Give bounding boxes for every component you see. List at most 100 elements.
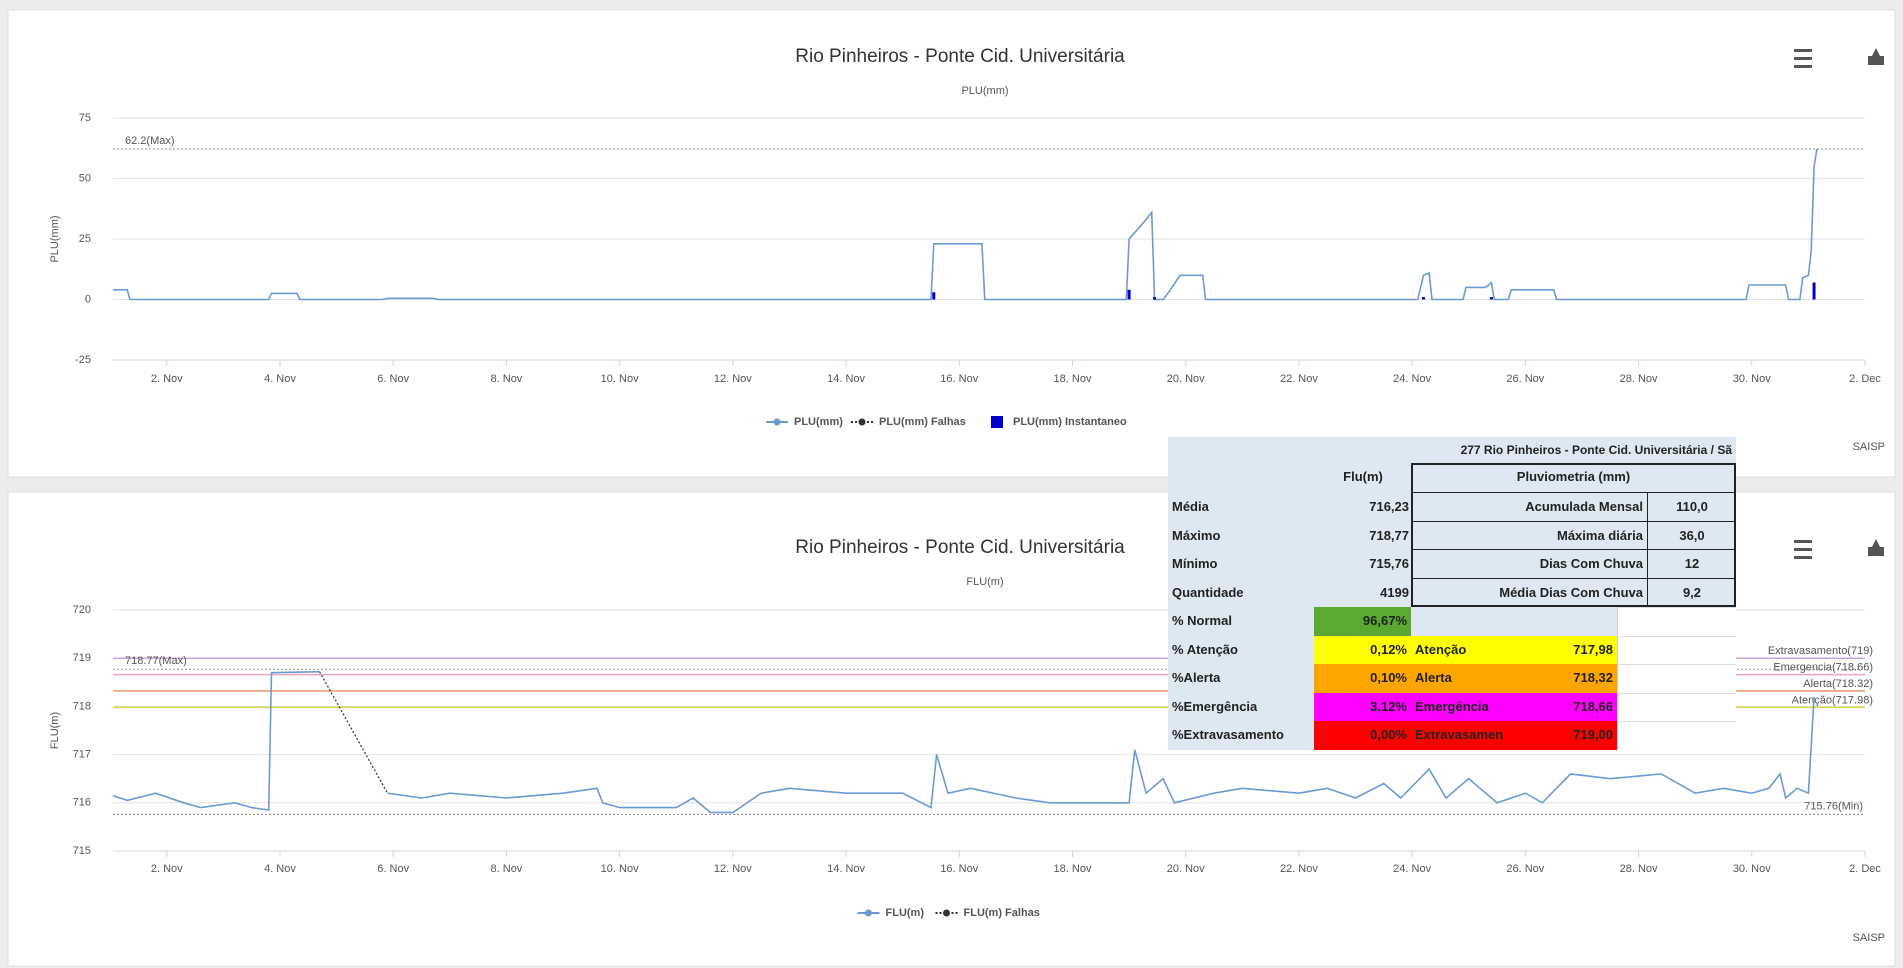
row-label: Quantidade	[1172, 584, 1244, 600]
level-value: 0,00%	[1314, 721, 1411, 750]
credits: SAISP	[1853, 932, 1885, 944]
x-tick-label: 14. Nov	[827, 863, 865, 875]
x-tick-label: 24. Nov	[1393, 863, 1431, 875]
y-axis-label: PLU(mm)	[49, 215, 61, 262]
empty-cell	[1617, 607, 1736, 636]
y-tick-label: 719	[73, 652, 91, 664]
legend-label: FLU(m) Falhas	[964, 907, 1040, 919]
print-icon	[1868, 539, 1884, 556]
x-tick-label: 12. Nov	[714, 373, 752, 385]
pluv-value: 110,0	[1648, 493, 1736, 522]
credits: SAISP	[1853, 441, 1885, 453]
x-tick-label: 2. Nov	[151, 373, 183, 385]
x-tick-label: 22. Nov	[1280, 373, 1318, 385]
chart-subtitle: FLU(m)	[966, 576, 1003, 588]
level-limit: 718,32	[1573, 670, 1613, 685]
pluv-label: Máxima diária	[1411, 521, 1648, 550]
gap-line	[319, 671, 389, 794]
x-tick-label: 20. Nov	[1167, 863, 1205, 875]
legend-marker	[865, 909, 872, 917]
y-tick-label: 716	[73, 797, 91, 809]
level-name: Alerta	[1411, 664, 1617, 693]
series-line	[113, 148, 1818, 301]
pluv-value: 9,2	[1648, 579, 1736, 607]
row-label: Média	[1172, 499, 1209, 514]
legend-marker	[773, 418, 781, 426]
legend-label: FLU(m)	[886, 907, 925, 919]
menu-icon	[1794, 49, 1812, 52]
x-tick-label: 10. Nov	[601, 863, 639, 875]
bar	[932, 292, 936, 300]
y-tick-label: 720	[73, 604, 91, 616]
tooltip-table: 277 Rio Pinheiros - Ponte Cid. Universit…	[1168, 437, 1736, 750]
print-icon	[1868, 48, 1884, 65]
plot-line-label: Alerta(718.32)	[1803, 678, 1873, 690]
x-tick-label: 2. Dec	[1849, 373, 1881, 385]
y-tick-label: 715	[73, 845, 91, 857]
x-tick-label: 18. Nov	[1054, 863, 1092, 875]
table-title: 277 Rio Pinheiros - Ponte Cid. Universit…	[1460, 443, 1732, 457]
menu-icon	[1794, 57, 1812, 60]
bar	[1127, 289, 1131, 300]
x-tick-label: 4. Nov	[264, 373, 296, 385]
x-tick-label: 14. Nov	[827, 373, 865, 385]
plot-line-label: Atenção(717.98)	[1792, 694, 1873, 706]
x-tick-label: 10. Nov	[601, 373, 639, 385]
empty-cell	[1617, 721, 1736, 750]
series-line	[112, 670, 1815, 814]
row-label: % Atenção	[1172, 641, 1238, 657]
x-tick-label: 16. Nov	[940, 373, 978, 385]
x-tick-label: 20. Nov	[1167, 373, 1205, 385]
x-tick-label: 2. Dec	[1849, 863, 1881, 875]
legend-symbol	[991, 416, 1003, 428]
plot-line-label: Extravasamento(719)	[1768, 645, 1873, 657]
x-tick-label: 24. Nov	[1393, 373, 1431, 385]
level-name: Emergência	[1411, 692, 1617, 721]
menu-icon	[1794, 540, 1812, 543]
annotation-label: 718.77(Max)	[125, 655, 187, 667]
legend-marker	[943, 909, 950, 917]
chart-title: Rio Pinheiros - Ponte Cid. Universitária	[795, 46, 1125, 67]
x-tick-label: 2. Nov	[151, 863, 183, 875]
legend-label: PLU(mm) Instantaneo	[1013, 416, 1127, 428]
empty-cell	[1617, 635, 1736, 664]
bar	[1489, 297, 1493, 300]
pluv-label: Média Dias Com Chuva	[1411, 578, 1648, 607]
x-tick-label: 8. Nov	[491, 373, 523, 385]
level-value: 0,10%	[1314, 664, 1411, 693]
row-value: 716,23	[1369, 499, 1409, 514]
row-label: %Alerta	[1172, 670, 1221, 685]
empty-cell	[1617, 664, 1736, 693]
row-label: %Extravasamento	[1172, 727, 1284, 742]
chart-title: Rio Pinheiros - Ponte Cid. Universitária	[795, 537, 1125, 558]
x-tick-label: 8. Nov	[491, 863, 523, 875]
x-tick-label: 4. Nov	[264, 863, 296, 875]
level-value: 3,12%	[1314, 692, 1411, 721]
y-tick-label: 25	[79, 233, 91, 245]
y-axis-label: FLU(m)	[49, 712, 61, 749]
x-tick-label: 6. Nov	[377, 863, 409, 875]
y-tick-label: 75	[79, 112, 91, 124]
x-tick-label: 6. Nov	[377, 373, 409, 385]
chart-subtitle: PLU(mm)	[961, 85, 1008, 97]
x-tick-label: 18. Nov	[1054, 373, 1092, 385]
row-label: Máximo	[1172, 527, 1221, 543]
legend-label: PLU(mm)	[794, 416, 843, 428]
x-tick-label: 30. Nov	[1733, 373, 1771, 385]
x-tick-label: 22. Nov	[1280, 863, 1318, 875]
x-tick-label: 28. Nov	[1620, 863, 1658, 875]
row-label: % Normal	[1172, 613, 1232, 628]
x-tick-label: 28. Nov	[1620, 373, 1658, 385]
row-value: 4199	[1380, 584, 1409, 600]
y-tick-label: 718	[73, 700, 91, 712]
legend-marker	[858, 418, 866, 426]
empty-cell	[1617, 692, 1736, 721]
annotation-label: 715.76(Min)	[1804, 800, 1863, 812]
flu-header: Flu(m)	[1343, 469, 1383, 484]
y-tick-label: 50	[79, 172, 91, 184]
x-tick-label: 12. Nov	[714, 863, 752, 875]
bar	[1812, 282, 1816, 300]
x-tick-label: 26. Nov	[1506, 863, 1544, 875]
x-tick-label: 16. Nov	[940, 863, 978, 875]
